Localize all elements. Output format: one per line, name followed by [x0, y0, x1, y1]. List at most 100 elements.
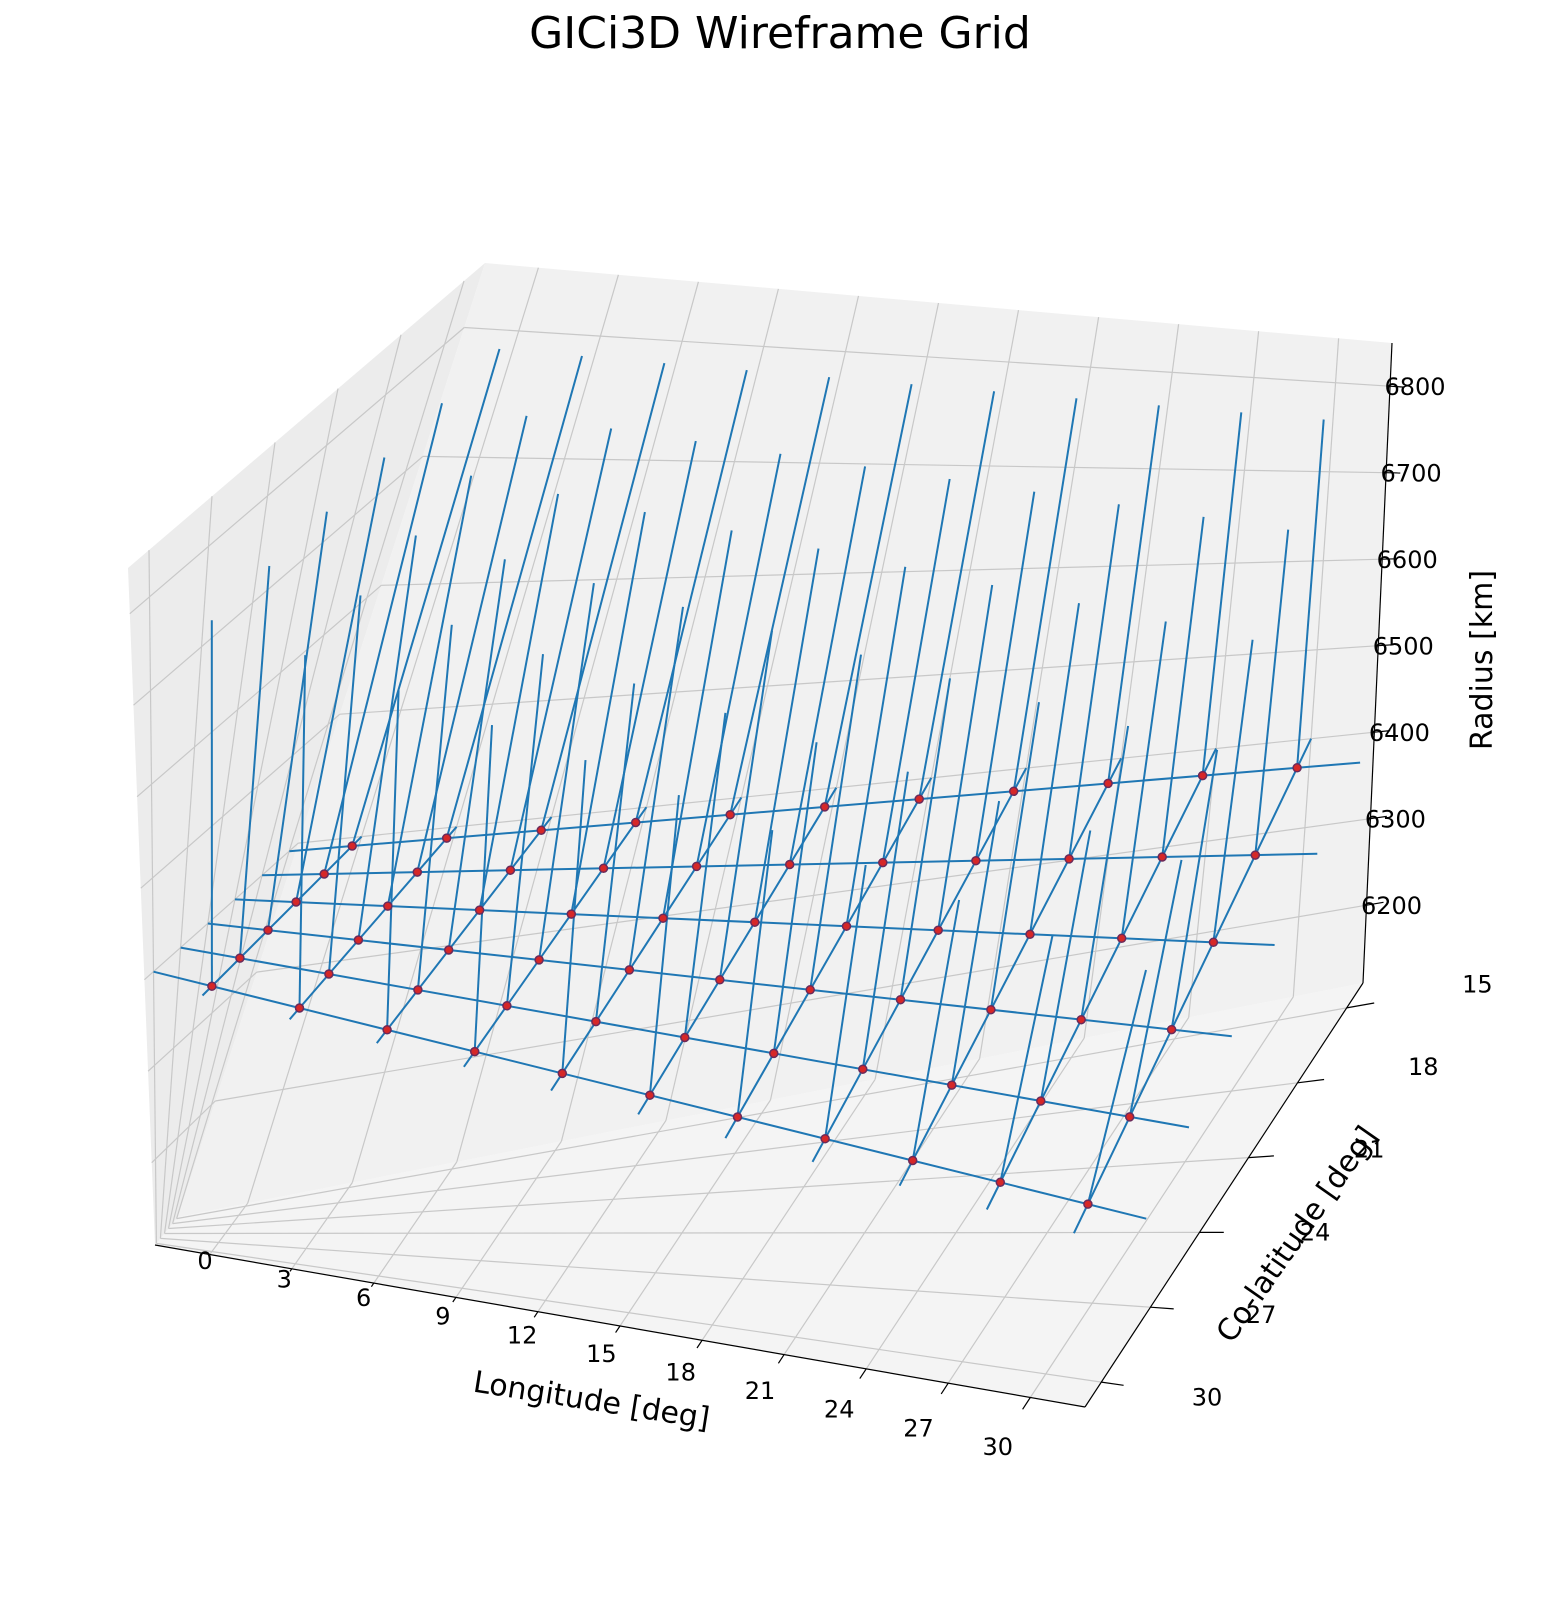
grid-node [646, 1091, 654, 1099]
grid-node [476, 906, 484, 914]
grid-node [354, 936, 362, 944]
grid-node [471, 1048, 479, 1056]
grid-node [325, 970, 333, 978]
y-tick-label: 18 [1408, 1053, 1439, 1081]
z-axis-label: Radius [km] [1465, 570, 1500, 750]
grid-node [843, 922, 851, 930]
grid-node [264, 926, 272, 934]
grid-node [681, 1034, 689, 1042]
grid-node [384, 902, 392, 910]
y-tick [1298, 1080, 1325, 1083]
grid-node [972, 857, 980, 865]
z-tick-label: 6700 [1381, 460, 1442, 488]
z-tick-label: 6300 [1365, 806, 1426, 834]
y-tick [1101, 1382, 1123, 1385]
x-tick-label: 6 [356, 1284, 371, 1312]
x-tick [1023, 1398, 1031, 1410]
x-tick-label: 12 [507, 1321, 538, 1349]
grid-node [1209, 938, 1217, 946]
grid-node [897, 996, 905, 1004]
x-tick-label: 15 [586, 1340, 617, 1368]
grid-node [443, 834, 451, 842]
grid-node [716, 976, 724, 984]
grid-node [1118, 934, 1126, 942]
z-tick-label: 6500 [1373, 633, 1434, 661]
grid-node [770, 1049, 778, 1057]
grid-node [821, 803, 829, 811]
grid-node [726, 811, 734, 819]
x-tick [371, 1283, 373, 1287]
grid-node [1126, 1113, 1134, 1121]
grid-node [558, 1069, 566, 1077]
y-tick [1347, 1003, 1375, 1008]
grid-node [537, 826, 545, 834]
z-tick-label: 6200 [1361, 892, 1422, 920]
grid-node [915, 795, 923, 803]
grid-node [948, 1081, 956, 1089]
grid-node [806, 986, 814, 994]
x-tick-label: 18 [665, 1359, 696, 1387]
x-tick [697, 1340, 702, 1348]
grid-node [1199, 772, 1207, 780]
x-tick [616, 1326, 620, 1333]
grid-node [535, 956, 543, 964]
x-tick-label: 0 [197, 1247, 212, 1275]
grid-node [632, 819, 640, 827]
grid-node [751, 918, 759, 926]
x-tick [941, 1383, 948, 1394]
x-tick [778, 1355, 784, 1364]
grid-node [786, 861, 794, 869]
x-tick-label: 9 [435, 1303, 450, 1331]
grid-node [445, 946, 453, 954]
x-tick [453, 1297, 456, 1302]
chart-title: GICi3D Wireframe Grid [529, 8, 1031, 59]
grid-node [506, 866, 514, 874]
grid-node [1065, 855, 1073, 863]
grid-node [292, 898, 300, 906]
z-tick-label: 6600 [1377, 546, 1438, 574]
grid-node [859, 1065, 867, 1073]
grid-node [414, 986, 422, 994]
x-tick-label: 21 [745, 1377, 776, 1405]
grid-node [503, 1002, 511, 1010]
grid-node [383, 1026, 391, 1034]
grid-node [1168, 1026, 1176, 1034]
grid-node [592, 1018, 600, 1026]
y-tick-label: 30 [1192, 1384, 1223, 1412]
grid-node [1026, 930, 1034, 938]
grid-node [1084, 1200, 1092, 1208]
grid-node [625, 966, 633, 974]
grid-node [987, 1006, 995, 1014]
grid-node [693, 862, 701, 870]
grid-node [909, 1157, 917, 1165]
grid-node [879, 859, 887, 867]
y-tick-label: 15 [1462, 970, 1493, 998]
grid-node [996, 1178, 1004, 1186]
grid-node [659, 914, 667, 922]
z-tick-label: 6800 [1384, 373, 1445, 401]
grid-node [1104, 779, 1112, 787]
z-tick-label: 6400 [1369, 719, 1430, 747]
grid-node [236, 954, 244, 962]
y-tick-label: 24 [1300, 1218, 1331, 1246]
grid-node [734, 1113, 742, 1121]
grid-node [934, 926, 942, 934]
y-tick-label: 21 [1354, 1136, 1385, 1164]
grid-node [296, 1004, 304, 1012]
grid-node [348, 842, 356, 850]
grid-node [1077, 1016, 1085, 1024]
grid-node [1158, 853, 1166, 861]
grid-node [821, 1135, 829, 1143]
grid-node [320, 870, 328, 878]
x-tick [860, 1369, 866, 1379]
y-tick-label: 27 [1246, 1301, 1277, 1329]
grid-node [1010, 787, 1018, 795]
grid-node [1037, 1097, 1045, 1105]
grid-node [567, 910, 575, 918]
x-tick-label: 3 [277, 1266, 292, 1294]
grid-node [208, 982, 216, 990]
x-tick-label: 27 [903, 1414, 934, 1442]
grid-node [600, 864, 608, 872]
